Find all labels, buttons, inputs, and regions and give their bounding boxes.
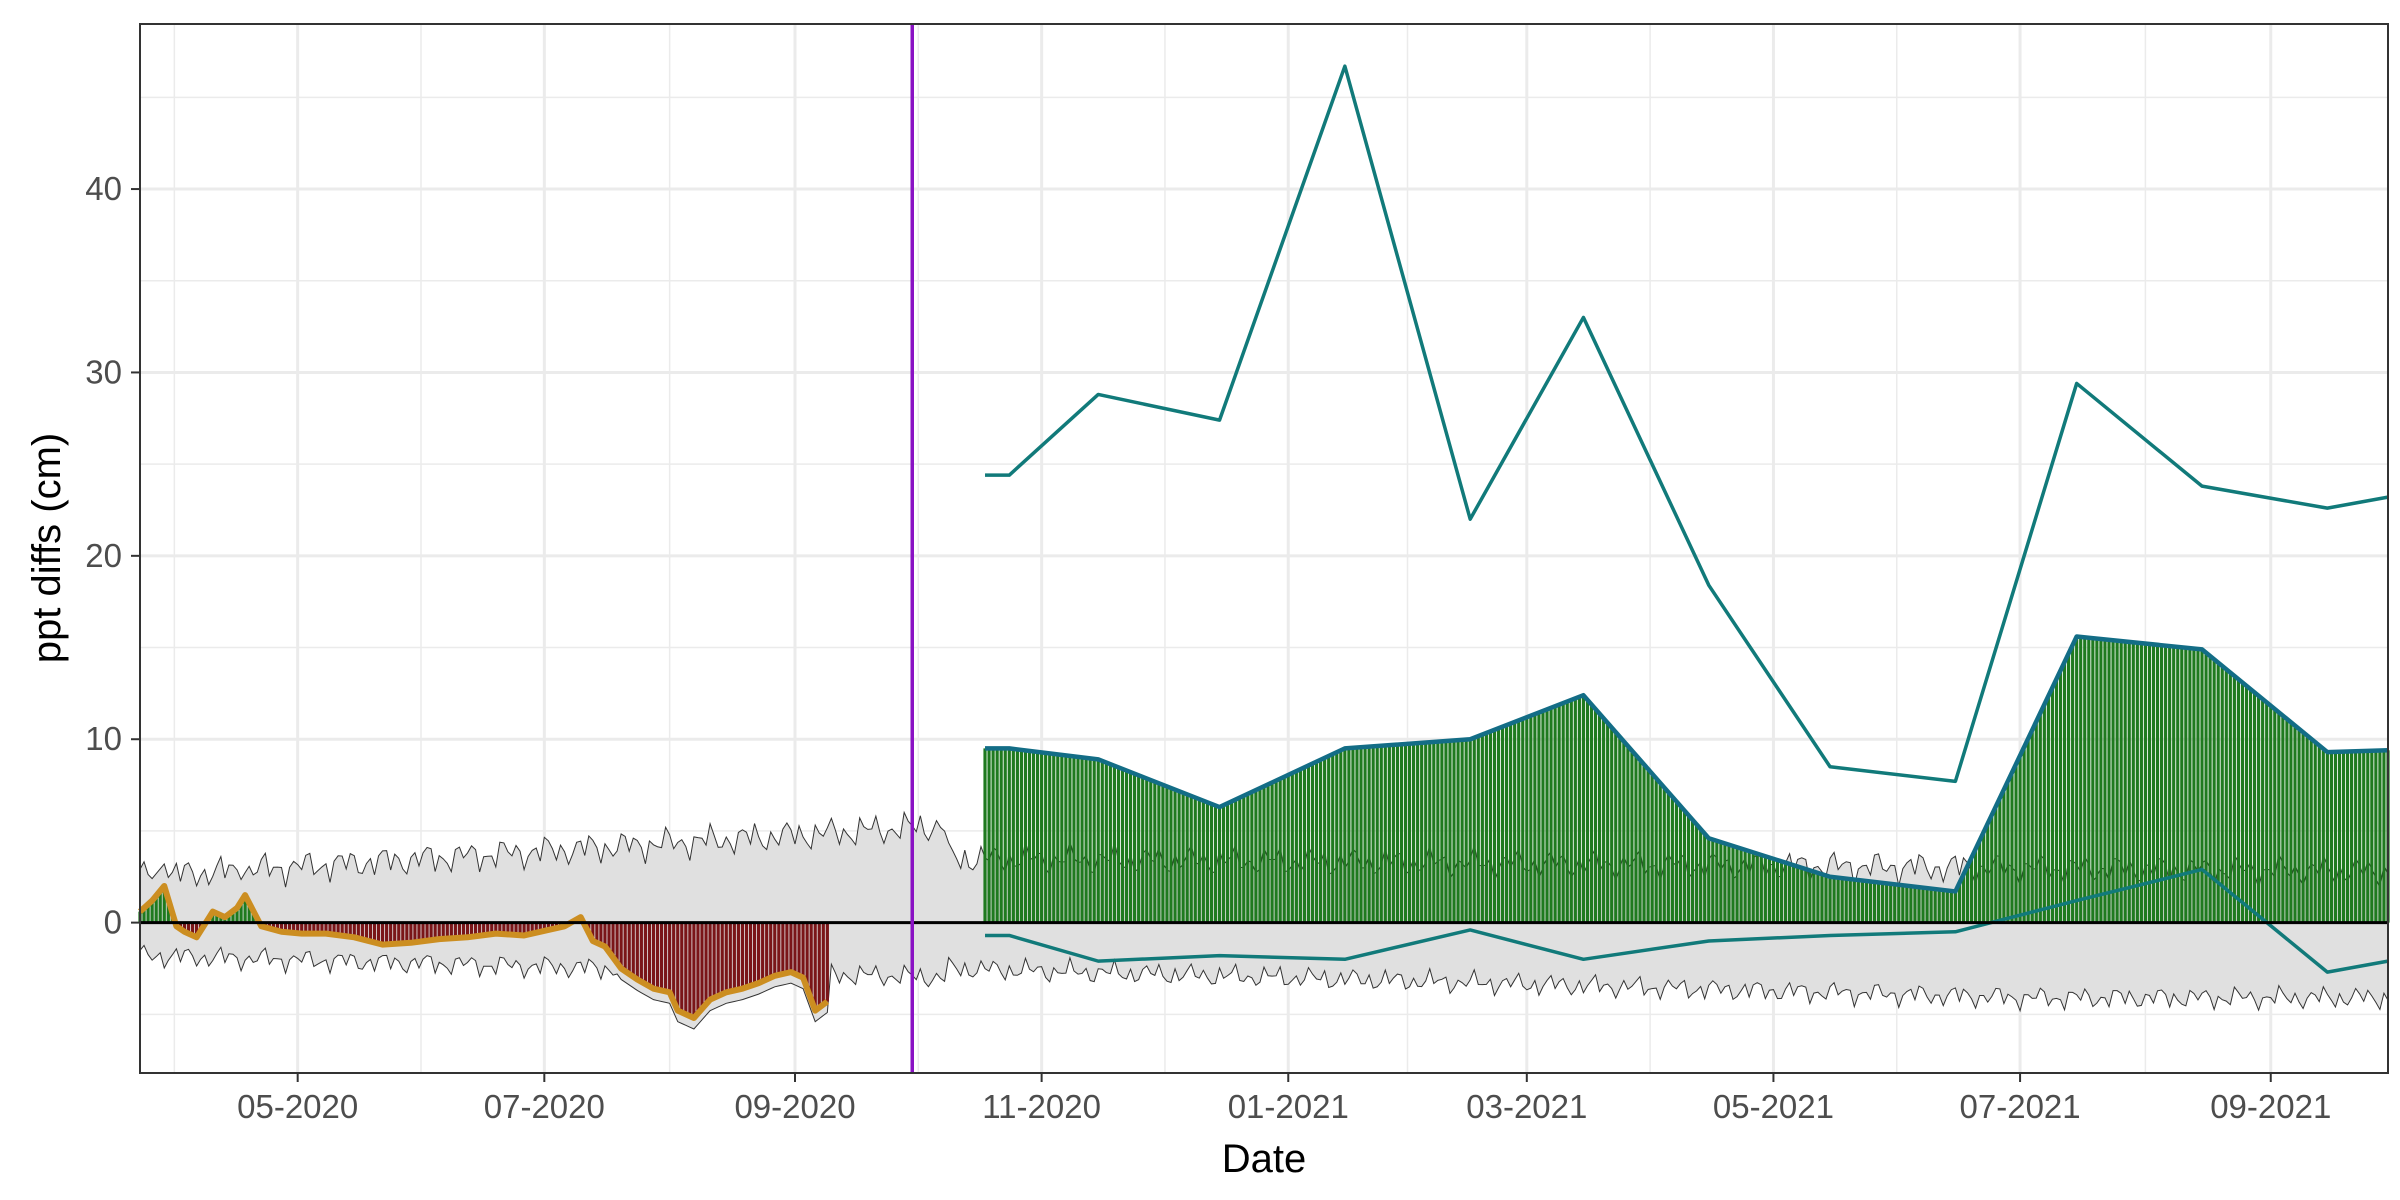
x-tick-label: 09-2021 [2210,1088,2331,1125]
series-line-lower [985,867,2389,974]
series-line-upper [985,64,2389,784]
x-tick-label: 05-2020 [237,1088,358,1125]
y-tick-label: 30 [85,353,122,390]
data-lines [137,64,2389,1021]
x-tick-label: 07-2020 [484,1088,605,1125]
reference-lines [140,24,2388,1073]
x-tick-label: 01-2021 [1228,1088,1349,1125]
x-axis: 05-2020 07-2020 09-2020 11-2020 01-2021 03-20… [237,1073,2331,1125]
difference-bars [138,636,2390,1018]
series-line-mean [985,634,2389,894]
y-tick-label: 20 [85,537,122,574]
y-axis: 0 10 20 30 40 [85,170,140,941]
y-tick-label: 0 [104,904,122,941]
x-tick-label: 11-2020 [982,1088,1101,1125]
band-lower-edge [139,944,2389,1030]
x-tick-label: 03-2021 [1466,1088,1587,1125]
x-tick-label: 09-2020 [734,1088,855,1125]
x-axis-title: Date [1222,1137,1307,1181]
y-tick-label: 10 [85,720,122,757]
plot-panel-border [139,23,2389,1074]
x-tick-label: 07-2021 [1960,1088,2081,1125]
x-tick-label: 05-2021 [1713,1088,1834,1125]
series-line-observed [137,882,830,1021]
y-tick-label: 40 [85,170,122,207]
y-axis-title: ppt diffs (cm) [25,433,69,663]
